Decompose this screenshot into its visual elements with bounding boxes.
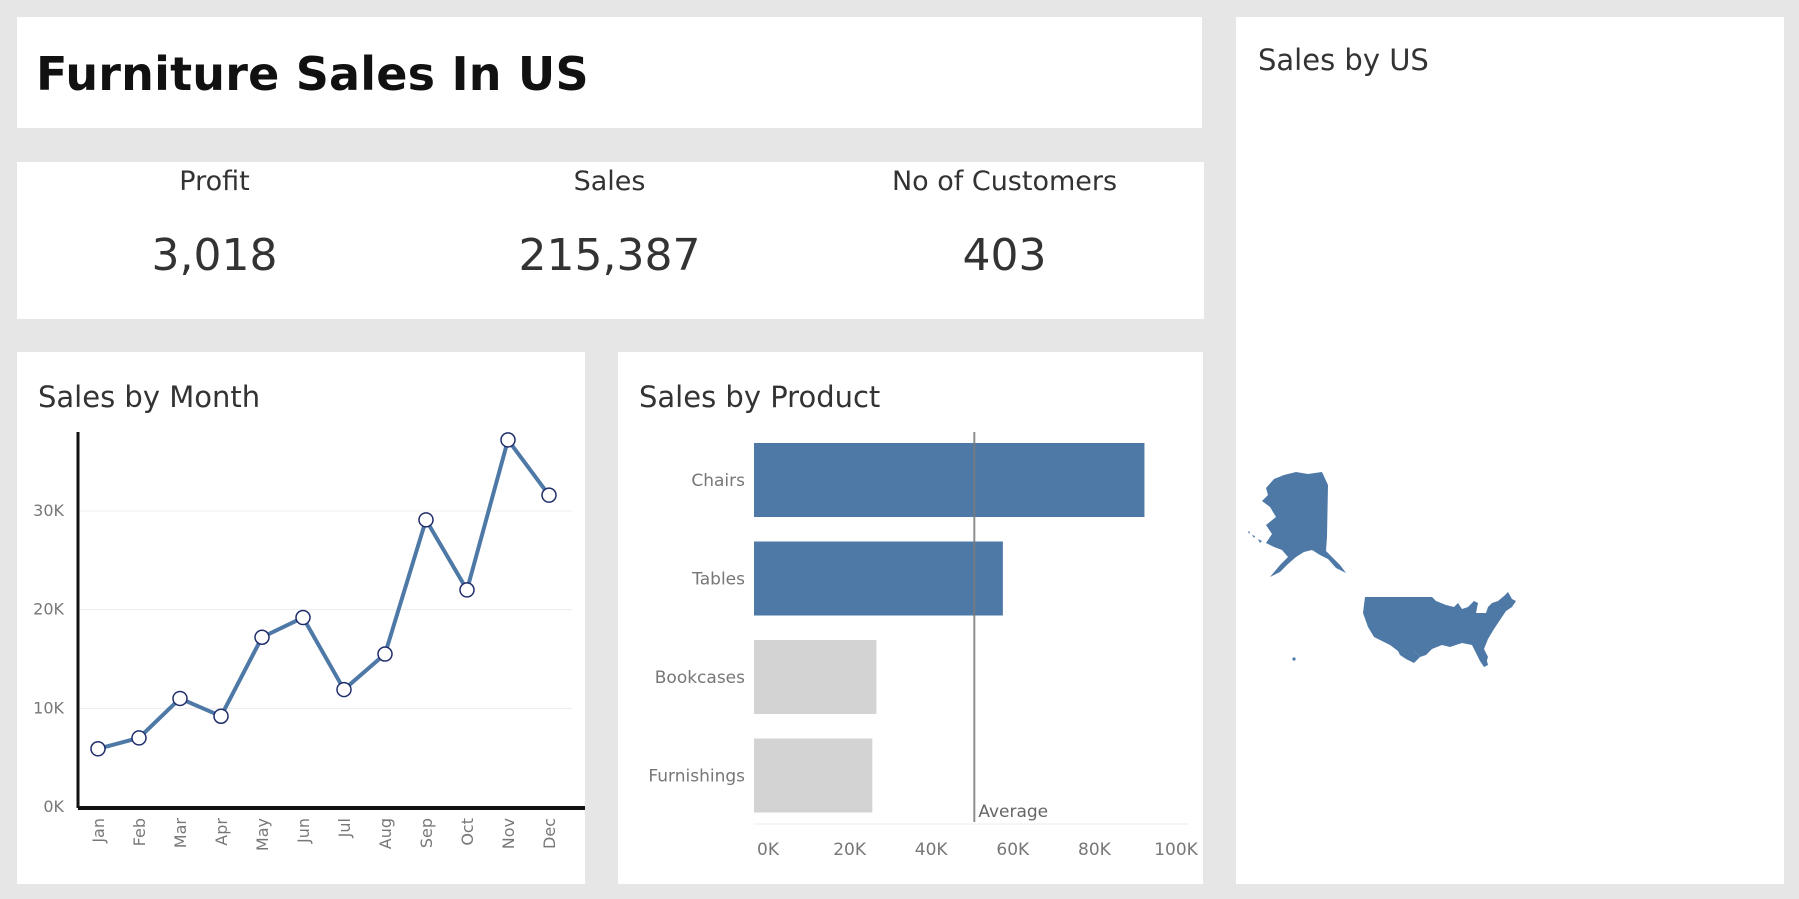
- texas-shape: [1396, 647, 1420, 663]
- data-point: [418, 512, 434, 528]
- data-point: [336, 681, 352, 698]
- sales-by-month-chart: 0K 10K 20K 30K Jan Feb Mar Apr May Jun Jul Aug Sep Oc…: [33, 432, 585, 851]
- data-point: [295, 609, 311, 626]
- dashboard-title: Furniture Sales In US: [36, 47, 589, 101]
- kpi-sales-label: Sales: [573, 166, 646, 197]
- alaska-shape[interactable]: [1262, 472, 1346, 577]
- kpi-panel: Profit 3,018 Sales 215,387 No of Custome…: [17, 162, 1204, 319]
- x-tick-label: 20K: [833, 840, 867, 860]
- x-tick-label: May: [253, 818, 272, 851]
- y-tick-label: 10K: [33, 698, 64, 717]
- aleutian-islands-shape: [1248, 531, 1262, 543]
- sales-by-us-panel: Sales by US: [1236, 17, 1784, 884]
- x-tick-label: Aug: [376, 818, 395, 849]
- y-category-label: Chairs: [691, 471, 745, 491]
- y-category-label: Furnishings: [648, 767, 745, 787]
- kpi-customers: No of Customers 403: [807, 162, 1202, 319]
- us-map[interactable]: [1236, 17, 1784, 884]
- bar-bookcases: [754, 640, 877, 714]
- bar-chairs: [754, 443, 1145, 517]
- kpi-customers-value: 403: [962, 230, 1047, 281]
- average-label: Average: [978, 802, 1048, 822]
- contiguous-us-shape[interactable]: [1363, 592, 1516, 663]
- kpi-customers-label: No of Customers: [891, 166, 1118, 197]
- kpi-sales-value: 215,387: [518, 230, 701, 281]
- data-point: [254, 629, 270, 646]
- data-point: [90, 741, 106, 757]
- x-tick-label: Dec: [540, 818, 559, 849]
- kpi-sales: Sales 215,387: [412, 162, 807, 319]
- kpi-profit-value: 3,018: [151, 230, 278, 281]
- sales-line: [97, 437, 551, 751]
- data-point: [500, 432, 516, 448]
- x-tick-label: Mar: [171, 818, 190, 849]
- sales-by-us-title: Sales by US: [1258, 43, 1429, 77]
- kpi-profit-label: Profit: [179, 166, 250, 197]
- x-tick-label: Sep: [417, 818, 436, 848]
- y-tick-label: 30K: [33, 501, 64, 520]
- x-tick-label: 60K: [996, 840, 1030, 860]
- sales-by-month-panel: Sales by Month 0K 10K 20K 30K Jan Feb Mar Apr Ma…: [17, 352, 585, 884]
- title-panel: Furniture Sales In US: [17, 17, 1202, 128]
- x-tick-label: Feb: [130, 818, 149, 846]
- data-point: [541, 487, 557, 503]
- florida-shape: [1472, 645, 1488, 667]
- sales-by-month-title: Sales by Month: [38, 380, 261, 414]
- data-point: [131, 730, 147, 746]
- y-category-label: Tables: [691, 570, 745, 590]
- x-tick-label: 0K: [757, 840, 780, 860]
- x-tick-label: 100K: [1154, 840, 1198, 860]
- bar-furnishings: [754, 738, 873, 813]
- x-tick-label: Jun: [294, 818, 313, 844]
- sales-by-product-panel: Sales by Product Chairs Tables Bookcases Fu…: [618, 352, 1203, 884]
- x-tick-label: 80K: [1078, 840, 1112, 860]
- x-tick-label: Nov: [499, 818, 518, 849]
- kpi-profit: Profit 3,018: [17, 162, 412, 319]
- hawaii-shape: [1292, 657, 1296, 661]
- bar-tables: [754, 541, 1003, 616]
- sales-by-product-title: Sales by Product: [639, 380, 881, 414]
- x-tick-label: Apr: [212, 818, 231, 846]
- data-point: [377, 646, 393, 662]
- y-tick-label: 20K: [33, 600, 64, 619]
- data-point: [459, 582, 475, 598]
- x-tick-label: Oct: [458, 818, 477, 846]
- data-point: [172, 690, 188, 707]
- x-tick-label: Jul: [335, 818, 354, 838]
- data-point: [213, 708, 229, 724]
- y-category-label: Bookcases: [655, 668, 745, 688]
- x-tick-label: Jan: [89, 818, 108, 844]
- y-tick-label: 0K: [43, 797, 64, 816]
- sales-by-product-chart: Chairs Tables Bookcases Furnishings Average 0…: [648, 432, 1199, 860]
- x-tick-label: 40K: [915, 840, 949, 860]
